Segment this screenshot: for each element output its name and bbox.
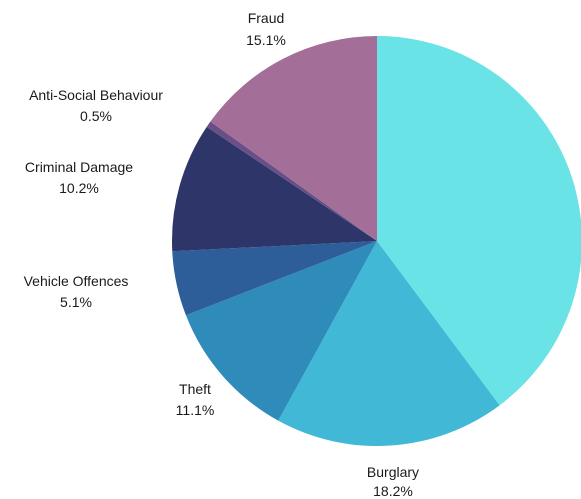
slice-percent-theft: 11.1% [176,402,215,418]
slice-label-burglary: Burglary [367,464,419,480]
pie-slice-vehicle-offences [172,241,377,316]
slice-label-criminal-damage: Criminal Damage [25,159,133,175]
slice-label-anti-social-behaviour: Anti-Social Behaviour [29,87,163,103]
pie-slices [172,36,581,446]
pie-slice-unlabeled [377,36,581,406]
pie-labels: Burglary 18.2% Theft 11.1% Vehicle Offen… [24,10,419,499]
slice-label-fraud: Fraud [248,10,285,26]
slice-percent-fraud: 15.1% [246,32,286,48]
pie-slice-burglary [278,241,500,446]
pie-slice-criminal-damage [172,126,377,252]
pie-slice-fraud [210,36,377,241]
slice-percent-vehicle-offences: 5.1% [60,294,92,310]
pie-slice-theft [185,241,377,421]
slice-label-vehicle-offences: Vehicle Offences [24,273,129,289]
slice-percent-anti-social-behaviour: 0.5% [80,108,112,124]
slice-label-theft: Theft [179,381,211,397]
slice-percent-criminal-damage: 10.2% [59,180,99,196]
pie-slice-anti-social-behaviour [206,121,377,241]
slice-percent-burglary: 18.2% [373,483,413,499]
